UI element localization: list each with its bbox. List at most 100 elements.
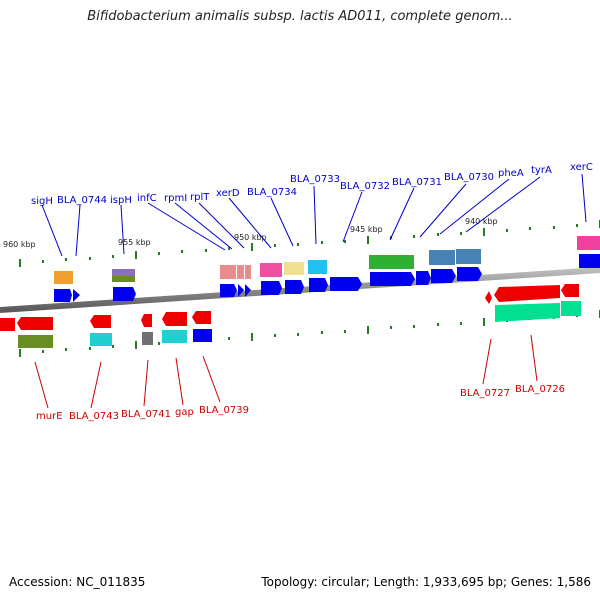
gene-label-BLA_0727[interactable]: BLA_0727 — [460, 388, 510, 399]
feature-sigH-box[interactable] — [54, 271, 73, 284]
scale-dash — [321, 241, 323, 244]
scale-label-950: 950 kbp — [234, 233, 267, 242]
scale-dash — [460, 232, 462, 235]
scale-dash — [576, 224, 578, 227]
feature-infC-box[interactable] — [220, 265, 236, 279]
scale-dash — [297, 333, 299, 336]
scale-dash — [251, 243, 253, 251]
scale-dash — [135, 341, 137, 349]
feature-gap-box[interactable] — [162, 330, 187, 343]
gene-label-rplT[interactable]: rplT — [190, 192, 210, 203]
gene-arrow-BLA_0731b[interactable] — [416, 271, 431, 285]
scale-dash — [42, 260, 44, 263]
scale-dash — [413, 325, 415, 328]
scale-dash — [506, 229, 508, 232]
gene-label-xerD[interactable]: xerD — [216, 188, 240, 199]
scale-dash — [112, 255, 114, 258]
feature-BLA_0727-box[interactable] — [495, 303, 560, 322]
feature-BLA_0730-box[interactable] — [429, 250, 455, 265]
gene-arrow-BLA_0726b[interactable] — [561, 284, 579, 297]
scale-dash — [483, 228, 485, 236]
gene-arrow-pheA[interactable] — [457, 267, 482, 281]
gene-arrow-sigH[interactable] — [54, 289, 72, 302]
gene-arrow-BLA_0743[interactable] — [90, 315, 111, 328]
top-leader-lines — [41, 173, 587, 257]
feature-BLA_0739-box[interactable] — [193, 329, 212, 342]
scale-dash — [344, 240, 346, 243]
feature-rpmI-box[interactable] — [237, 265, 244, 279]
gene-label-BLA_0743[interactable]: BLA_0743 — [69, 411, 119, 422]
gene-arrow-infC[interactable] — [220, 284, 237, 297]
feature-ispH-box-2[interactable] — [112, 276, 135, 282]
genome-summary-text: Topology: circular; Length: 1,933,695 bp… — [261, 575, 591, 589]
gene-arrow-BLA_0734[interactable] — [285, 280, 304, 294]
scale-dash — [553, 226, 555, 229]
gene-arrow-murE[interactable] — [17, 317, 53, 330]
gene-label-gap[interactable]: gap — [175, 407, 194, 418]
scale-dash — [112, 345, 114, 348]
gene-arrow-rpmI[interactable] — [238, 284, 244, 297]
gene-arrow-left-edge[interactable] — [0, 318, 15, 331]
feature-xerD-box[interactable] — [260, 263, 282, 277]
gene-label-BLA_0739[interactable]: BLA_0739 — [199, 405, 249, 416]
gene-arrow-xerC[interactable] — [579, 254, 600, 268]
gene-arrow-BLA_0733[interactable] — [309, 278, 328, 292]
scale-label-955: 955 kbp — [118, 238, 151, 247]
scale-dash — [65, 258, 67, 261]
feature-BLA_0734-box[interactable] — [284, 262, 304, 275]
map-title: Bifidobacterium animalis subsp. lactis A… — [87, 9, 513, 24]
gene-arrow-BLA_0730[interactable] — [431, 269, 456, 283]
feature-BLA_0731-box[interactable] — [369, 255, 414, 269]
gene-arrow-BLA_0727[interactable] — [485, 291, 492, 304]
scale-label-945: 945 kbp — [350, 225, 383, 234]
scale-dash — [42, 350, 44, 353]
scale-dash — [65, 348, 67, 351]
feature-murE-box[interactable] — [18, 335, 53, 348]
scale-dash — [437, 323, 439, 326]
gene-label-tyrA[interactable]: tyrA — [531, 165, 552, 176]
scale-label-960: 960 kbp — [3, 240, 36, 249]
scale-label-940: 940 kbp — [465, 217, 498, 226]
gene-label-BLA_0730[interactable]: BLA_0730 — [444, 172, 494, 183]
feature-pheA-box[interactable] — [456, 249, 481, 264]
scale-dash — [89, 347, 91, 350]
gene-label-pheA[interactable]: pheA — [498, 168, 524, 179]
gene-arrow-xerD[interactable] — [261, 281, 282, 295]
gene-label-rpmI[interactable]: rpmI — [164, 193, 187, 204]
gene-arrow-BLA_0726[interactable] — [494, 285, 560, 302]
feature-BLA_0733-box[interactable] — [308, 260, 327, 274]
gene-arrow-rplT[interactable] — [245, 284, 251, 297]
scale-dash — [297, 243, 299, 246]
gene-arrow-gap[interactable] — [162, 312, 187, 326]
gene-label-sigH[interactable]: sigH — [31, 196, 53, 207]
gene-arrow-BLA_0732[interactable] — [330, 277, 362, 291]
gene-arrow-BLA_0731[interactable] — [370, 272, 415, 286]
feature-BLA_0726-box[interactable] — [561, 301, 581, 316]
scale-dash — [251, 333, 253, 341]
gene-label-BLA_0733[interactable]: BLA_0733 — [290, 174, 340, 185]
gene-label-BLA_0726[interactable]: BLA_0726 — [515, 384, 565, 395]
gene-arrow-BLA_0744[interactable] — [73, 289, 80, 302]
feature-BLA_0741-box[interactable] — [142, 332, 153, 345]
feature-rplT-box[interactable] — [245, 265, 251, 279]
gene-arrow-ispH[interactable] — [113, 287, 136, 301]
gene-label-murE[interactable]: murE — [36, 411, 63, 422]
gene-label-BLA_0734[interactable]: BLA_0734 — [247, 187, 297, 198]
scale-dash — [367, 236, 369, 244]
feature-ispH-box[interactable] — [112, 269, 135, 280]
gene-label-infC[interactable]: infC — [137, 193, 157, 204]
gene-label-BLA_0741[interactable]: BLA_0741 — [121, 409, 171, 420]
gene-label-BLA_0744[interactable]: BLA_0744 — [57, 195, 107, 206]
scale-dash — [19, 349, 21, 357]
scale-dash — [367, 326, 369, 334]
gene-label-xerC[interactable]: xerC — [570, 162, 593, 173]
feature-xerC-box[interactable] — [577, 236, 600, 250]
gene-label-ispH[interactable]: ispH — [110, 195, 132, 206]
gene-arrow-BLA_0739[interactable] — [192, 311, 211, 324]
gene-label-BLA_0731[interactable]: BLA_0731 — [392, 177, 442, 188]
scale-dash — [344, 330, 346, 333]
feature-BLA_0743-box[interactable] — [90, 333, 112, 346]
gene-arrow-BLA_0741[interactable] — [141, 314, 152, 327]
gene-label-BLA_0732[interactable]: BLA_0732 — [340, 181, 390, 192]
